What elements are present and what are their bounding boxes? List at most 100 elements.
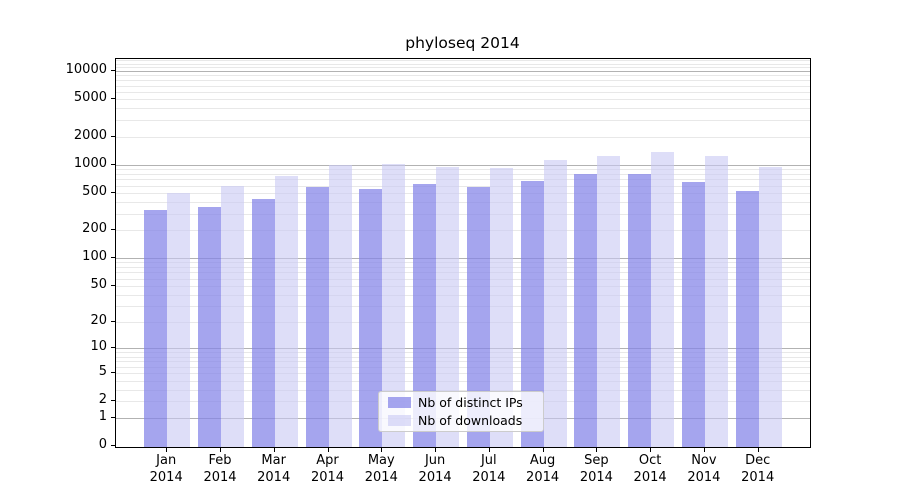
x-tick-month: Sep bbox=[584, 453, 609, 468]
x-tick-year: 2014 bbox=[472, 469, 506, 485]
gridline-minor-600 bbox=[116, 185, 810, 187]
y-tick-label-200: 200 bbox=[82, 221, 107, 237]
y-tick-label-2000: 2000 bbox=[73, 127, 107, 143]
bar-nb-of-downloads-sep bbox=[597, 156, 621, 447]
gridline-minor-9 bbox=[116, 352, 810, 354]
legend: Nb of distinct IPs Nb of downloads bbox=[378, 391, 544, 432]
gridline-minor-300 bbox=[116, 213, 810, 215]
y-tick-10000 bbox=[111, 70, 115, 71]
y-tick-2 bbox=[111, 400, 115, 402]
y-tick-1000 bbox=[111, 163, 115, 165]
chart-title: phyloseq 2014 bbox=[405, 34, 520, 52]
gridline-minor-500 bbox=[116, 192, 810, 194]
x-tick-label-jun: Jun 2014 bbox=[405, 453, 465, 486]
gridline-minor-5000 bbox=[116, 99, 810, 101]
x-tick-nov bbox=[703, 448, 705, 452]
y-tick-label-5000: 5000 bbox=[73, 90, 107, 106]
bar-nb-of-downloads-aug bbox=[543, 160, 567, 447]
y-tick-label-2: 2 bbox=[98, 392, 107, 408]
gridline-minor-4000 bbox=[116, 108, 810, 110]
x-tick-month: Apr bbox=[316, 453, 339, 468]
gridline-minor-30 bbox=[116, 306, 810, 308]
plot-area bbox=[115, 58, 811, 448]
bar-nb-of-distinct-ips-mar bbox=[251, 198, 275, 447]
y-tick-label-100: 100 bbox=[82, 249, 107, 265]
gridline-minor-40 bbox=[116, 294, 810, 296]
x-tick-label-dec: Dec 2014 bbox=[728, 453, 788, 486]
y-tick-20 bbox=[111, 321, 115, 322]
bar-nb-of-distinct-ips-apr bbox=[305, 186, 329, 447]
y-tick-0 bbox=[111, 445, 115, 446]
bar-nb-of-distinct-ips-may bbox=[359, 188, 383, 447]
x-tick-month: Mar bbox=[261, 453, 286, 468]
x-tick-label-mar: Mar 2014 bbox=[244, 453, 304, 486]
x-tick-label-may: May 2014 bbox=[351, 453, 411, 486]
bar-nb-of-distinct-ips-jan bbox=[144, 209, 168, 447]
x-tick-year: 2014 bbox=[364, 469, 398, 485]
bar-nb-of-distinct-ips-jun bbox=[413, 184, 437, 447]
y-tick-label-5: 5 bbox=[98, 364, 107, 379]
x-tick-mar bbox=[273, 448, 275, 452]
y-tick-label-10: 10 bbox=[90, 339, 107, 355]
gridline-minor-7000 bbox=[116, 85, 810, 87]
gridline-minor-200 bbox=[116, 230, 810, 232]
x-tick-feb bbox=[220, 448, 221, 452]
gridline-minor-50 bbox=[116, 285, 810, 287]
gridline-minor-800 bbox=[116, 173, 810, 175]
x-tick-apr bbox=[327, 448, 329, 452]
x-tick-year: 2014 bbox=[149, 469, 183, 485]
bar-nb-of-downloads-oct bbox=[651, 152, 675, 447]
y-tick-label-1000: 1000 bbox=[73, 155, 107, 171]
x-tick-year: 2014 bbox=[741, 469, 775, 485]
gridline-minor-700 bbox=[116, 179, 810, 181]
bar-nb-of-downloads-nov bbox=[704, 156, 728, 447]
legend-swatch-distinct-ips bbox=[388, 397, 411, 408]
x-tick-label-oct: Oct 2014 bbox=[620, 453, 680, 486]
y-tick-2000 bbox=[111, 135, 115, 137]
gridline-minor-8 bbox=[116, 356, 810, 358]
gridline-minor-12000 bbox=[116, 63, 810, 65]
x-tick-month: May bbox=[367, 453, 395, 468]
x-tick-year: 2014 bbox=[310, 469, 345, 485]
x-tick-year: 2014 bbox=[687, 469, 721, 485]
y-tick-100 bbox=[111, 257, 115, 259]
x-tick-may bbox=[381, 448, 383, 452]
gridline-minor-9000 bbox=[116, 75, 810, 77]
gridline-major-10000 bbox=[116, 71, 810, 72]
x-tick-year: 2014 bbox=[203, 469, 237, 485]
bar-nb-of-downloads-apr bbox=[328, 164, 352, 447]
bar-nb-of-distinct-ips-nov bbox=[681, 182, 705, 447]
gridline-minor-90 bbox=[116, 262, 810, 264]
bar-nb-of-downloads-mar bbox=[274, 176, 298, 447]
x-tick-label-jul: Jul 2014 bbox=[459, 453, 519, 486]
x-tick-oct bbox=[650, 448, 652, 452]
x-tick-year: 2014 bbox=[257, 469, 291, 485]
y-tick-10 bbox=[111, 347, 115, 349]
bar-nb-of-downloads-may bbox=[382, 163, 406, 447]
bar-nb-of-distinct-ips-feb bbox=[198, 206, 221, 447]
gridline-minor-13000 bbox=[116, 60, 810, 62]
x-tick-jan bbox=[166, 448, 168, 452]
gridline-minor-2000 bbox=[116, 136, 810, 138]
x-tick-month: Dec bbox=[745, 453, 771, 468]
x-tick-label-apr: Apr 2014 bbox=[298, 453, 358, 486]
y-tick-1 bbox=[111, 416, 115, 418]
y-tick-label-10000: 10000 bbox=[65, 62, 107, 77]
x-tick-jul bbox=[488, 448, 490, 452]
x-tick-label-nov: Nov 2014 bbox=[674, 453, 734, 486]
y-tick-200 bbox=[111, 229, 115, 231]
y-tick-label-500: 500 bbox=[82, 183, 107, 199]
gridline-minor-80 bbox=[116, 267, 810, 269]
x-tick-month: Nov bbox=[691, 453, 717, 468]
y-tick-5 bbox=[111, 372, 115, 373]
x-tick-month: Jun bbox=[424, 453, 446, 468]
gridline-minor-11000 bbox=[116, 67, 810, 69]
x-tick-month: Oct bbox=[638, 453, 662, 468]
bar-nb-of-downloads-feb bbox=[221, 185, 244, 447]
gridline-major-10 bbox=[116, 348, 810, 350]
gridline-minor-70 bbox=[116, 272, 810, 274]
gridline-minor-8000 bbox=[116, 80, 810, 82]
x-tick-year: 2014 bbox=[579, 469, 613, 485]
y-tick-label-1: 1 bbox=[98, 408, 107, 424]
bar-nb-of-distinct-ips-dec bbox=[735, 191, 759, 447]
